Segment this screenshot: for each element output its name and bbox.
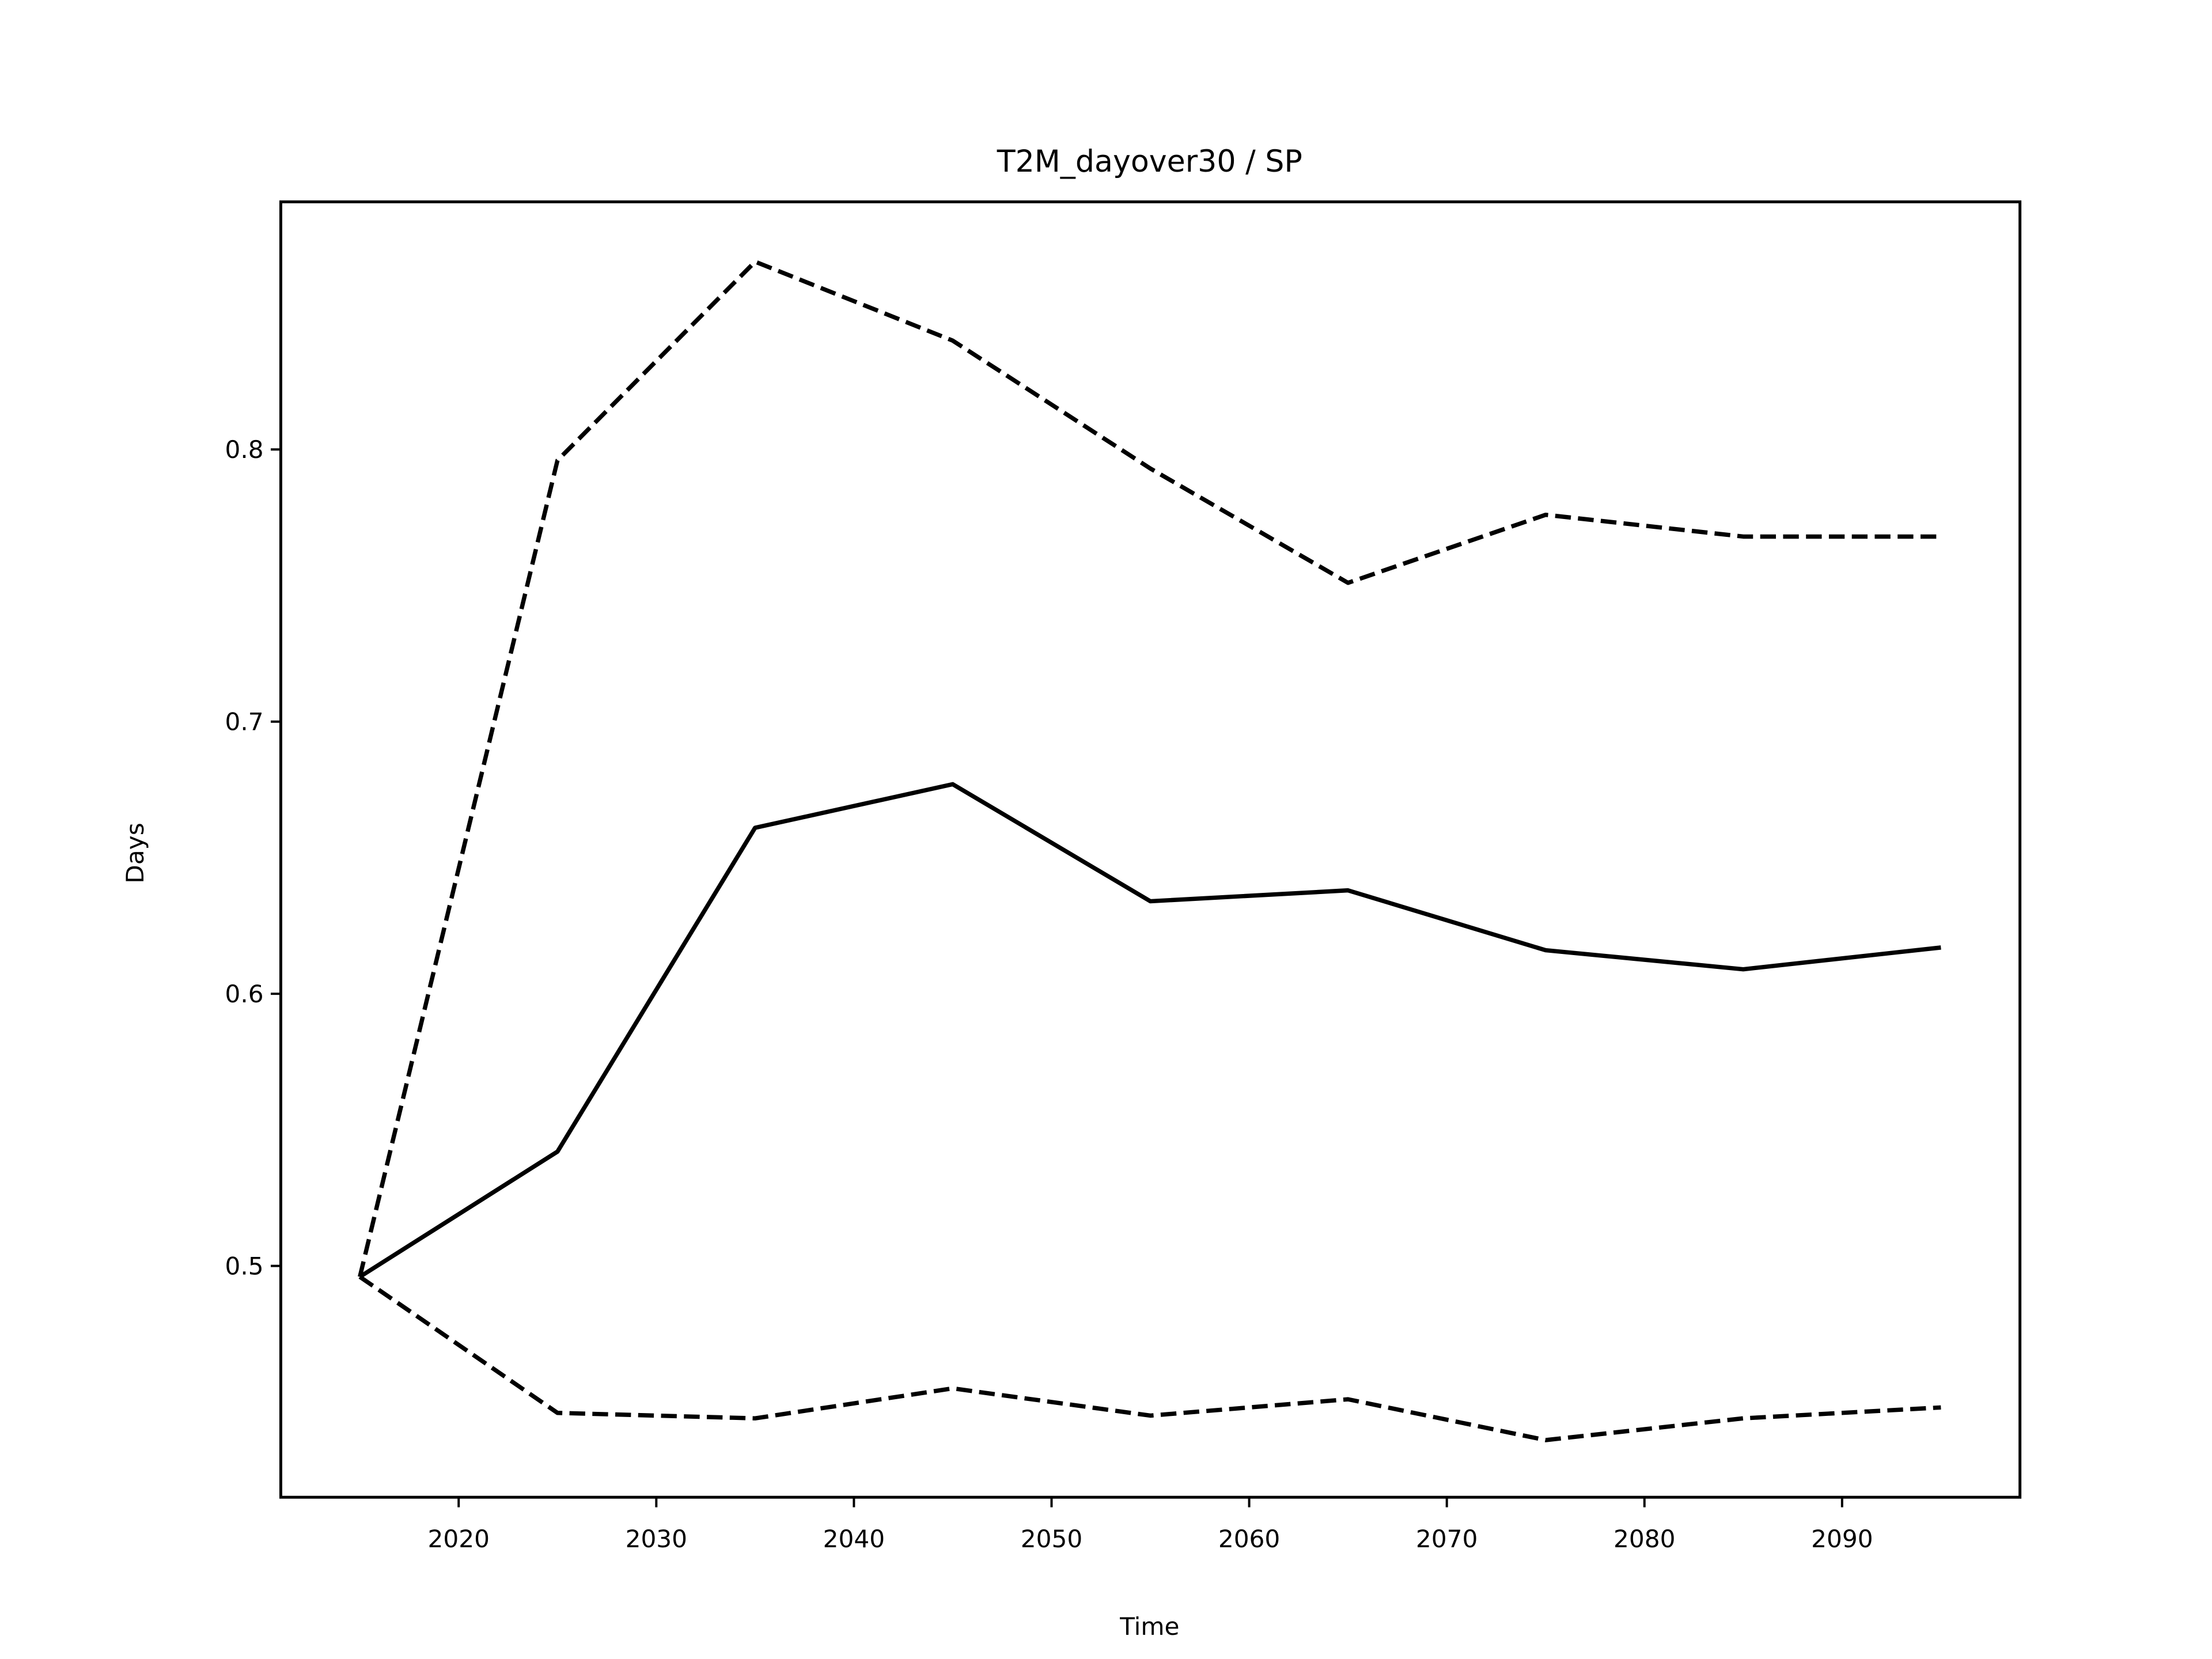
x-tick-label: 2020: [427, 1525, 489, 1553]
series-line: [358, 259, 1941, 1278]
x-axis-label: Time: [1119, 1612, 1179, 1641]
chart-title: T2M_dayover30 / SP: [997, 145, 1302, 179]
x-tick-label: 2090: [1811, 1525, 1873, 1553]
plot-frame: [279, 200, 2022, 1499]
series-line: [358, 782, 1941, 1279]
x-tick-label: 2040: [823, 1525, 885, 1553]
y-tick-label: 0.5: [225, 1252, 263, 1281]
x-tick-label: 2080: [1613, 1525, 1675, 1553]
x-tick-label: 2060: [1218, 1525, 1280, 1553]
series-line: [358, 1275, 1941, 1442]
y-tick-label: 0.7: [225, 708, 263, 736]
y-axis-label: Days: [121, 823, 149, 883]
x-tick-label: 2030: [626, 1525, 687, 1553]
y-tick-label: 0.6: [225, 980, 263, 1008]
x-tick-label: 2070: [1416, 1525, 1478, 1553]
x-tick-label: 2050: [1021, 1525, 1082, 1553]
y-tick-label: 0.8: [225, 435, 263, 464]
